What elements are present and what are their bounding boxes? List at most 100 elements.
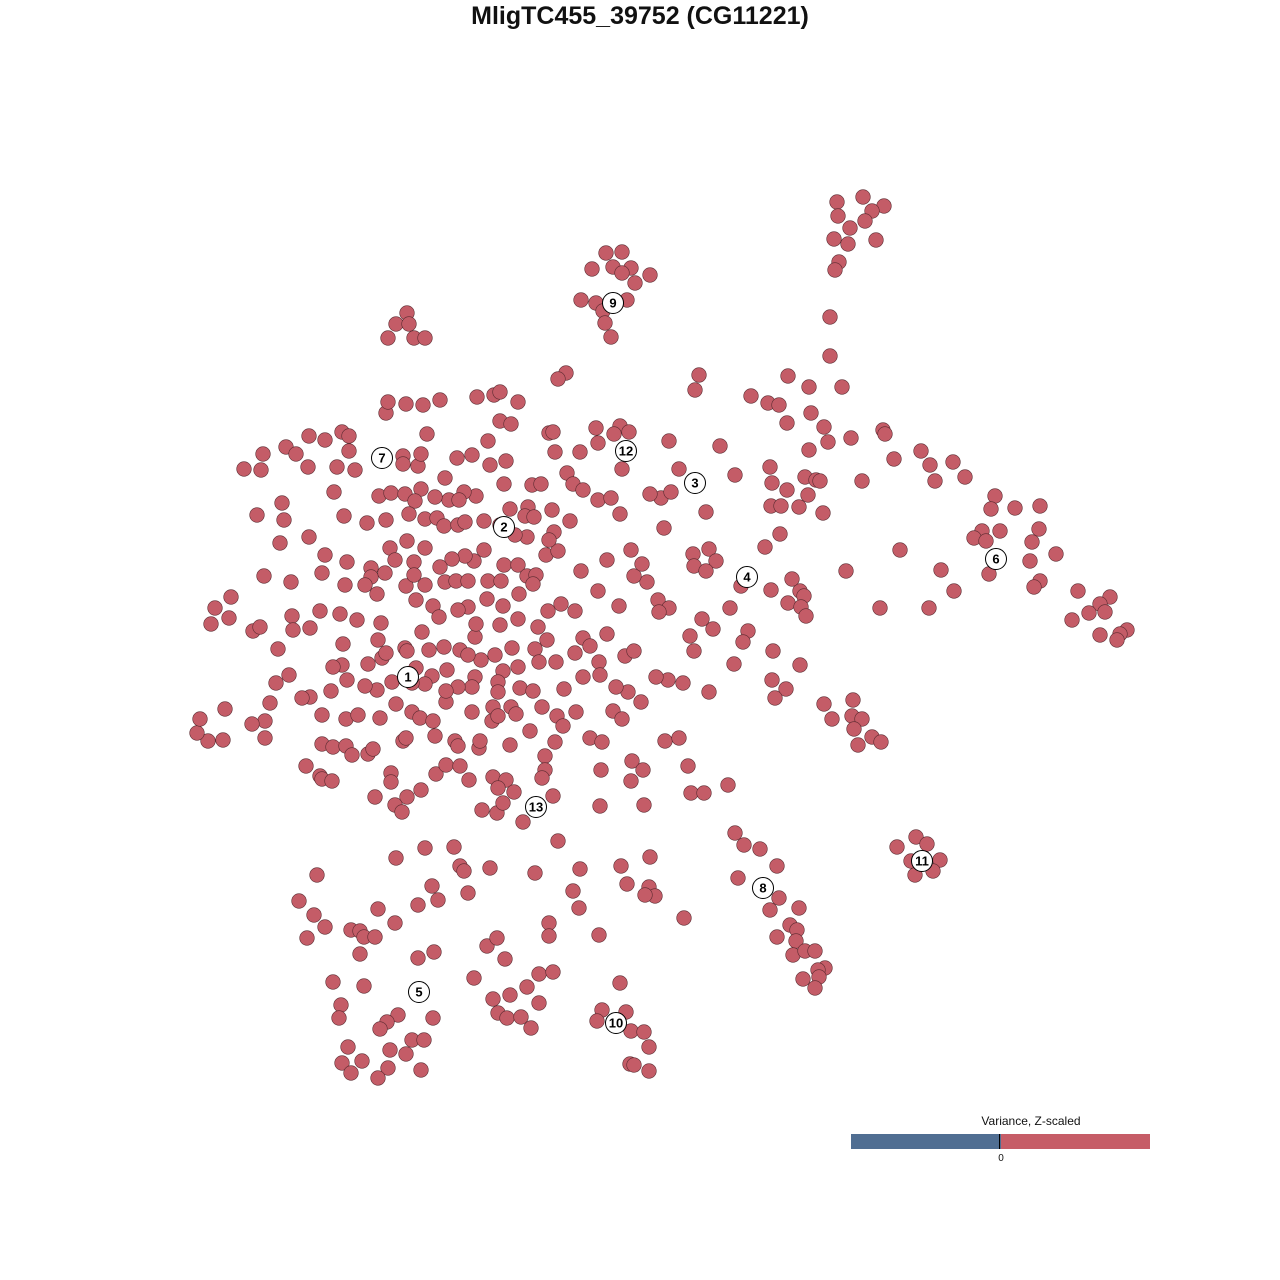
data-point	[472, 733, 488, 749]
cluster-label-badge	[911, 850, 933, 872]
data-point	[357, 577, 373, 593]
data-point	[369, 586, 385, 602]
data-point	[370, 632, 386, 648]
data-point	[460, 573, 476, 589]
data-point	[401, 316, 417, 332]
data-point	[978, 533, 994, 549]
data-point	[624, 753, 640, 769]
data-point	[726, 656, 742, 672]
data-point	[339, 554, 355, 570]
data-point	[567, 603, 583, 619]
data-point	[515, 814, 531, 830]
data-point	[207, 600, 223, 616]
data-point	[468, 616, 484, 632]
data-point	[496, 476, 512, 492]
data-point	[380, 330, 396, 346]
data-point	[701, 541, 717, 557]
data-point	[367, 789, 383, 805]
data-point	[780, 595, 796, 611]
data-point	[512, 680, 528, 696]
data-point	[705, 621, 721, 637]
data-point	[347, 462, 363, 478]
data-point	[480, 573, 496, 589]
data-point	[838, 563, 854, 579]
data-point	[343, 1065, 359, 1081]
data-point	[410, 897, 426, 913]
data-point	[555, 718, 571, 734]
data-point	[419, 426, 435, 442]
data-point	[568, 704, 584, 720]
data-point	[594, 734, 610, 750]
data-point	[771, 890, 787, 906]
data-point	[829, 194, 845, 210]
cluster-label-text: 12	[619, 444, 633, 459]
data-point	[872, 600, 888, 616]
data-point	[502, 987, 518, 1003]
data-point	[945, 454, 961, 470]
cluster-label-8: 8	[752, 877, 774, 899]
data-point	[444, 551, 460, 567]
data-point	[772, 526, 788, 542]
data-point	[461, 772, 477, 788]
data-point	[413, 446, 429, 462]
data-point	[387, 552, 403, 568]
data-point	[537, 748, 553, 764]
data-point	[820, 434, 836, 450]
data-point	[413, 1062, 429, 1078]
data-point	[479, 938, 495, 954]
cluster-label-text: 2	[500, 520, 507, 535]
data-point	[803, 405, 819, 421]
data-point	[502, 501, 518, 517]
data-point	[331, 1010, 347, 1026]
cluster-label-6: 6	[985, 548, 1007, 570]
data-point	[490, 780, 506, 796]
cluster-label-badge	[985, 548, 1007, 570]
data-point	[987, 488, 1003, 504]
data-point	[430, 892, 446, 908]
data-point	[680, 758, 696, 774]
data-point	[256, 568, 272, 584]
data-point	[510, 611, 526, 627]
data-point	[203, 616, 219, 632]
data-point	[769, 929, 785, 945]
data-point	[223, 589, 239, 605]
data-point	[426, 944, 442, 960]
data-point	[215, 732, 231, 748]
data-point	[412, 710, 428, 726]
data-point	[406, 567, 422, 583]
data-point	[365, 741, 381, 757]
data-point	[283, 574, 299, 590]
data-point	[1092, 627, 1108, 643]
data-point	[387, 915, 403, 931]
data-point	[452, 758, 468, 774]
data-point	[636, 1024, 652, 1040]
data-point	[456, 863, 472, 879]
data-point	[398, 578, 414, 594]
data-point	[827, 262, 843, 278]
data-point	[506, 784, 522, 800]
data-point	[492, 384, 508, 400]
legend-title: Variance, Z-scaled	[981, 1114, 1081, 1128]
data-point	[428, 766, 444, 782]
data-point	[562, 513, 578, 529]
cluster-label-badge	[602, 292, 624, 314]
cluster-label-2: 2	[493, 516, 515, 538]
data-point	[439, 662, 455, 678]
data-point	[244, 716, 260, 732]
data-point	[527, 865, 543, 881]
data-point	[300, 459, 316, 475]
data-point	[843, 430, 859, 446]
data-point	[599, 626, 615, 642]
data-point	[572, 861, 588, 877]
data-point	[708, 553, 724, 569]
data-point	[626, 643, 642, 659]
data-point	[764, 475, 780, 491]
data-point	[780, 368, 796, 384]
data-point	[479, 591, 495, 607]
data-point	[621, 424, 637, 440]
data-point	[769, 858, 785, 874]
data-point	[487, 647, 503, 663]
data-point	[545, 964, 561, 980]
data-point	[800, 487, 816, 503]
data-point	[1026, 579, 1042, 595]
